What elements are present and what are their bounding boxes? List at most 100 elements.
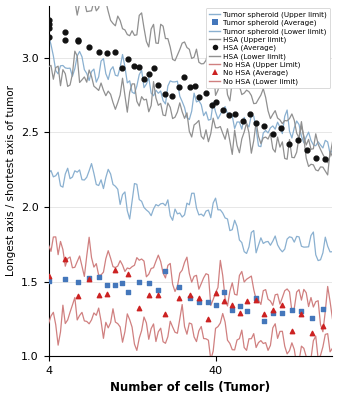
Point <box>213 302 218 309</box>
Point <box>176 294 181 301</box>
Point <box>187 84 192 90</box>
Point <box>119 280 125 286</box>
Point <box>62 28 68 35</box>
Point <box>213 99 218 105</box>
Point <box>46 34 51 40</box>
Point <box>96 274 102 280</box>
Point <box>163 268 168 275</box>
Point <box>170 92 175 99</box>
Point <box>270 131 275 137</box>
Point <box>176 284 181 290</box>
Point <box>309 330 314 336</box>
Point <box>87 275 92 281</box>
Point <box>96 292 102 298</box>
Point <box>205 316 211 322</box>
Legend: Tumor spheroid (Upper limit), Tumor spheroid (Average), Tumor spheroid (Lower li: Tumor spheroid (Upper limit), Tumor sphe… <box>206 8 330 88</box>
Point <box>151 65 156 71</box>
Point <box>221 298 227 305</box>
Point <box>155 292 161 298</box>
Point <box>320 323 325 329</box>
Point <box>229 302 235 308</box>
Point <box>46 20 51 27</box>
Point <box>278 125 283 132</box>
Point <box>75 279 81 285</box>
Point <box>197 298 202 305</box>
Point <box>221 289 227 296</box>
Point <box>119 64 125 71</box>
Point <box>205 299 211 305</box>
Point <box>105 50 110 56</box>
Point <box>320 306 325 312</box>
Point <box>245 298 250 304</box>
Point <box>304 147 309 153</box>
Point <box>237 310 243 316</box>
Point <box>137 305 142 311</box>
Point <box>245 308 250 314</box>
Point <box>261 318 267 325</box>
Point <box>240 118 245 124</box>
Point <box>270 307 275 313</box>
Point <box>203 90 209 96</box>
Point <box>105 282 110 288</box>
Point <box>126 56 131 62</box>
Point <box>254 297 259 303</box>
Point <box>187 292 192 298</box>
Point <box>176 84 181 90</box>
Point <box>112 267 118 274</box>
Point <box>96 49 102 56</box>
Point <box>155 287 161 293</box>
Point <box>314 155 319 161</box>
Point <box>105 291 110 297</box>
Point <box>75 37 81 43</box>
Point <box>46 17 51 23</box>
Point <box>62 36 68 43</box>
Point <box>290 307 295 314</box>
Point <box>142 76 147 82</box>
Point <box>163 91 168 97</box>
Point <box>261 310 267 317</box>
Point <box>309 315 314 322</box>
Point <box>229 307 235 313</box>
Point <box>261 122 267 129</box>
Point <box>87 276 92 282</box>
Point <box>226 112 232 118</box>
Point <box>296 137 301 143</box>
Point <box>254 295 259 301</box>
Point <box>192 83 197 89</box>
Point <box>213 289 218 296</box>
Point <box>62 276 68 282</box>
Point <box>75 38 81 44</box>
Point <box>155 82 161 88</box>
Point <box>112 282 118 288</box>
Point <box>46 272 51 279</box>
Point <box>146 280 152 286</box>
Point <box>87 44 92 50</box>
Point <box>163 311 168 318</box>
Point <box>46 25 51 31</box>
Point <box>146 292 152 298</box>
Point <box>137 64 142 71</box>
Point <box>247 110 252 117</box>
Point <box>322 156 328 162</box>
Point <box>46 278 51 284</box>
Point <box>126 271 131 278</box>
Point <box>209 102 215 109</box>
Point <box>237 302 243 309</box>
Point <box>254 120 259 126</box>
Point <box>232 110 237 117</box>
Point <box>131 63 137 70</box>
Point <box>298 307 304 314</box>
Point <box>75 293 81 300</box>
Point <box>187 295 192 301</box>
Point <box>197 94 202 101</box>
Point <box>62 256 68 262</box>
Point <box>112 48 118 55</box>
Point <box>197 295 202 301</box>
Y-axis label: Longest axis / shortest axis of tumor: Longest axis / shortest axis of tumor <box>5 85 16 276</box>
Point <box>182 74 187 80</box>
X-axis label: Number of cells (Tumor): Number of cells (Tumor) <box>111 382 271 394</box>
Point <box>146 71 152 77</box>
Point <box>270 310 275 317</box>
Point <box>290 328 295 334</box>
Point <box>126 288 131 295</box>
